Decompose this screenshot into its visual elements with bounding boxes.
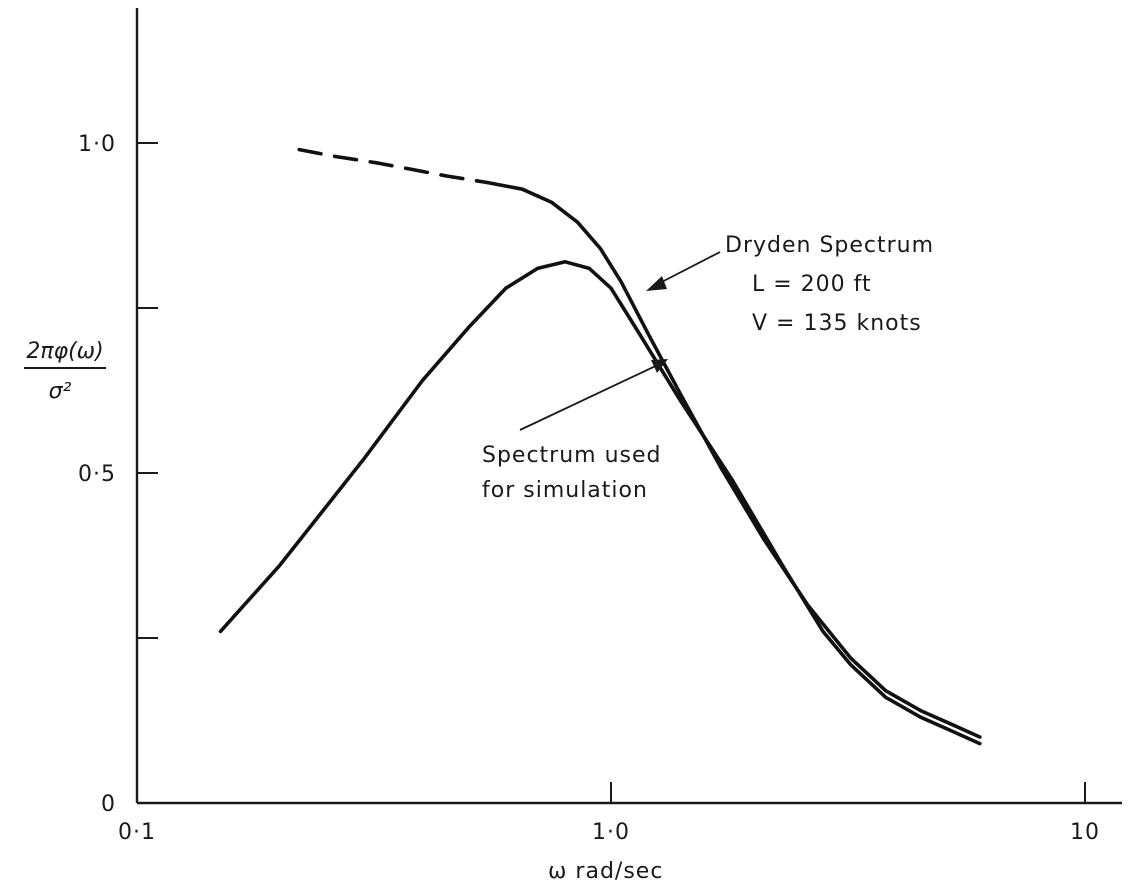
simulation-annotation-arrowhead [651,359,668,373]
x-tick-label: 10 [1070,820,1100,845]
dryden-annotation-length: L = 200 ft [752,272,872,297]
y-tick-label: 0·5 [78,462,116,487]
simulation-annotation-line-2: for simulation [482,478,648,503]
dryden-annotation: Dryden Spectrum L = 200 ft V = 135 knots [646,233,934,336]
dryden-annotation-title: Dryden Spectrum [725,233,934,258]
simulation-annotation: Spectrum used for simulation [482,359,668,503]
simulation-annotation-line-1: Spectrum used [482,443,662,468]
x-tick-label: 1·0 [592,820,630,845]
y-axis-label-denominator: σ² [49,379,72,404]
y-tick-label: 0 [101,792,116,817]
y-axis-label-numerator: 2πφ(ω) [26,339,103,364]
curves [218,147,982,746]
simulation-annotation-arrow [519,361,665,431]
dryden-annotation-arrowhead [646,276,667,291]
simulation-spectrum-curve [218,260,982,746]
x-axis-label: ω rad/sec [548,859,663,884]
y-tick-label: 1·0 [78,132,116,157]
x-tick-label: 0·1 [118,820,156,845]
tick-marks [137,142,1086,803]
tick-labels: 0 0·5 1·0 0·1 1·0 10 [78,132,1100,845]
axes [135,8,1122,805]
dryden-annotation-speed: V = 135 knots [752,311,922,336]
dryden-spectrum-dashed-curve [297,147,490,185]
